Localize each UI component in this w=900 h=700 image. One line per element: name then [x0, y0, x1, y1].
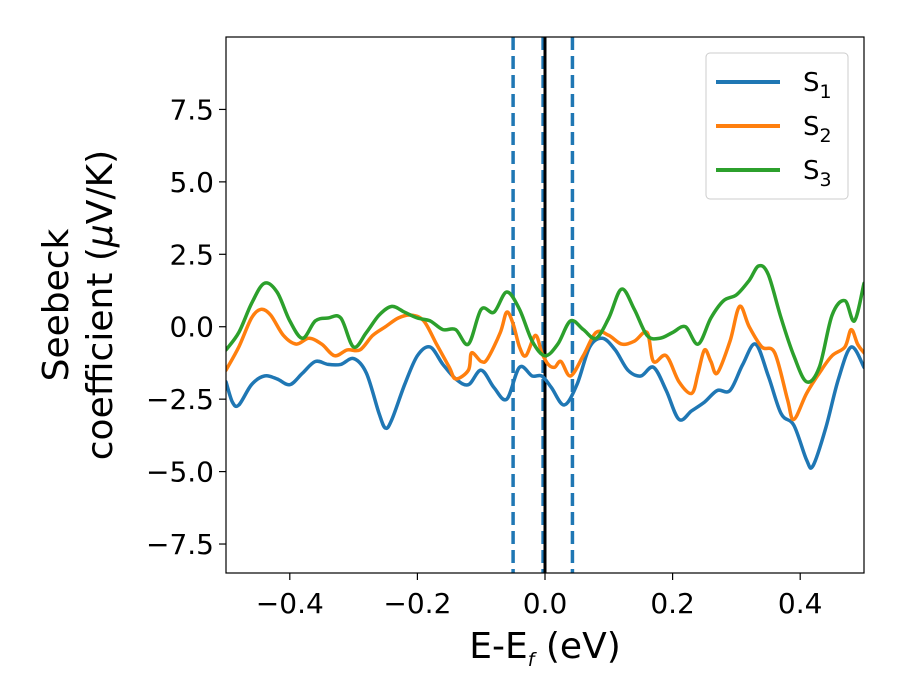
legend: S1 S2 S3	[705, 52, 849, 200]
svg-text:Seebeck: Seebeck	[36, 228, 77, 381]
y-tick-label: −2.5	[146, 383, 214, 416]
x-tick-label: 0.0	[523, 587, 568, 620]
x-tick-label: 0.4	[778, 587, 823, 620]
x-tick-label: 0.2	[650, 587, 695, 620]
series-lines	[226, 263, 864, 470]
x-axis-title: E-Ef (eV)	[469, 626, 621, 671]
legend-label-s3: S3	[803, 156, 832, 191]
x-tick-label: −0.4	[256, 587, 324, 620]
svg-text:coefficient (μV/K): coefficient (μV/K)	[80, 150, 121, 460]
series-line-s3	[226, 263, 864, 384]
x-axis: −0.4 −0.2 0.0 0.2 0.4	[256, 573, 823, 620]
legend-label-s1: S1	[803, 68, 832, 103]
y-tick-label: 2.5	[169, 238, 214, 271]
reference-lines	[511, 37, 575, 573]
y-tick-label: −5.0	[146, 456, 214, 489]
y-tick-label: 7.5	[169, 93, 214, 126]
y-axis: −7.5 −5.0 −2.5 0.0 2.5 5.0 7.5	[146, 93, 226, 561]
y-axis-title: Seebeck coefficient (μV/K)	[36, 150, 121, 460]
y-tick-label: −7.5	[146, 528, 214, 561]
x-tick-label: −0.2	[383, 587, 451, 620]
legend-label-s2: S2	[803, 112, 832, 147]
series-line-s1	[226, 336, 864, 470]
y-tick-label: 5.0	[169, 166, 214, 199]
series-line-s2	[226, 304, 864, 422]
y-tick-label: 0.0	[169, 311, 214, 344]
